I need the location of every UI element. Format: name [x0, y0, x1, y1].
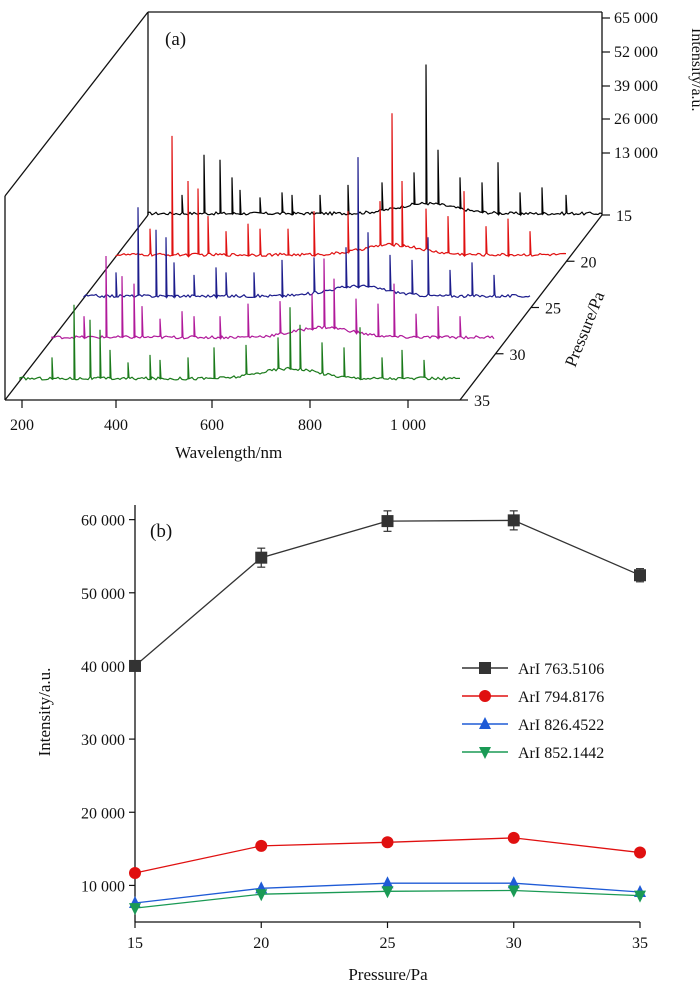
- legend-marker: [479, 662, 491, 674]
- series-2: [129, 831, 646, 879]
- legend-marker: [479, 717, 491, 729]
- legend-label: ArI 826.4522: [518, 717, 604, 734]
- data-point: [634, 569, 646, 582]
- data-point: [634, 846, 646, 859]
- panel-b-label: (b): [150, 521, 172, 542]
- wavelength-tick-label: 800: [298, 417, 322, 434]
- data-point: [507, 885, 520, 898]
- b-pressure-ticks: 15 20 25 30 35: [127, 922, 648, 952]
- b-x-tick-label: 25: [380, 935, 396, 952]
- legend-label: ArI 852.1442: [518, 745, 604, 762]
- legend-label: ArI 794.8176: [518, 689, 604, 706]
- data-point: [634, 890, 646, 903]
- legend-item: ArI 852.1442: [462, 745, 604, 762]
- b-x-tick-label: 30: [506, 935, 522, 952]
- pressure-tick-label: 25: [545, 301, 561, 318]
- wavelength-axis-title: Wavelength/nm: [175, 443, 282, 462]
- data-point: [255, 889, 268, 902]
- spectrum-traces: [19, 64, 603, 381]
- data-point: [255, 551, 268, 564]
- series-line: [134, 519, 641, 667]
- intensity-tick-label: 39 000: [614, 78, 658, 95]
- pressure-tick-label: 35: [474, 393, 490, 410]
- data-point: [381, 836, 394, 849]
- data-point: [129, 866, 141, 879]
- data-point: [129, 659, 141, 672]
- spectrum-trace-15: [147, 64, 603, 217]
- pressure-axis-title: Pressure/Pa: [561, 288, 609, 369]
- wavelength-tick-label: 200: [10, 417, 34, 434]
- series-1: [129, 510, 646, 672]
- intensity-vs-pressure-chart: (b) 10 000 20 000 30 000 40 000 50 000 60 000…: [35, 505, 648, 984]
- pressure-tick-label: 15: [616, 208, 632, 225]
- data-point: [381, 515, 394, 528]
- intensity-tick-label: 13 000: [614, 145, 658, 162]
- spectrum-trace-25: [83, 157, 531, 300]
- spectrum-trace-30: [51, 255, 495, 341]
- left-floor-edge: [4, 214, 149, 401]
- b-x-tick-label: 35: [632, 935, 648, 952]
- pressure-tick-label: 30: [510, 347, 526, 364]
- b-y-tick-label: 40 000: [81, 659, 125, 676]
- b-series: [129, 510, 646, 916]
- data-point: [507, 876, 520, 889]
- b-y-tick-label: 10 000: [81, 878, 125, 895]
- wavelength-tick-label: 1 000: [390, 417, 426, 434]
- legend: ArI 763.5106 ArI 794.8176 ArI 826.4522 ArI …: [462, 661, 604, 762]
- intensity-axis-title: Intensity/a.u.: [688, 28, 700, 112]
- b-y-tick-label: 60 000: [81, 513, 125, 530]
- panel-a-label: (a): [165, 29, 186, 50]
- data-point: [381, 876, 394, 889]
- left-side-top-edge: [4, 11, 149, 197]
- wavelength-tick-label: 600: [200, 417, 224, 434]
- legend-item: ArI 794.8176: [462, 689, 604, 706]
- spectrum-trace-35: [19, 304, 461, 381]
- legend-label: ArI 763.5106: [518, 661, 604, 678]
- intensity-tick-label: 52 000: [614, 44, 658, 61]
- legend-marker: [479, 690, 491, 702]
- pressure-tick-label: 20: [581, 254, 597, 271]
- b-x-tick-label: 15: [127, 935, 143, 952]
- legend-item: ArI 826.4522: [462, 717, 604, 734]
- spectrum-waterfall-chart: (a) 13 000 26 000 39 000 52 000 65 000 Inten…: [4, 10, 700, 462]
- data-point: [381, 886, 394, 899]
- b-x-axis-title: Pressure/Pa: [348, 965, 428, 984]
- b-y-tick-label: 20 000: [81, 805, 125, 822]
- b-x-tick-label: 20: [253, 935, 269, 952]
- legend-item: ArI 763.5106: [462, 661, 604, 678]
- b-y-tick-label: 30 000: [81, 732, 125, 749]
- b-intensity-ticks: 10 000 20 000 30 000 40 000 50 000 60 000: [81, 513, 135, 895]
- legend-marker: [479, 747, 491, 759]
- data-point: [129, 903, 141, 916]
- intensity-tick-label: 65 000: [614, 10, 658, 27]
- data-point: [507, 831, 520, 844]
- pressure-ticks: 15 20 25 30 35: [460, 208, 632, 410]
- spectrum-trace-20: [115, 113, 567, 258]
- waterfall-frame: [4, 11, 603, 401]
- wavelength-ticks: 200 400 600 800 1 000: [10, 400, 426, 434]
- b-y-tick-label: 50 000: [81, 586, 125, 603]
- data-point: [507, 514, 520, 527]
- intensity-tick-label: 26 000: [614, 111, 658, 128]
- data-point: [255, 839, 268, 852]
- intensity-ticks: 13 000 26 000 39 000 52 000 65 000: [602, 10, 658, 162]
- wavelength-tick-label: 400: [104, 417, 128, 434]
- b-y-axis-title: Intensity/a.u.: [35, 668, 54, 757]
- series-4: [129, 885, 646, 916]
